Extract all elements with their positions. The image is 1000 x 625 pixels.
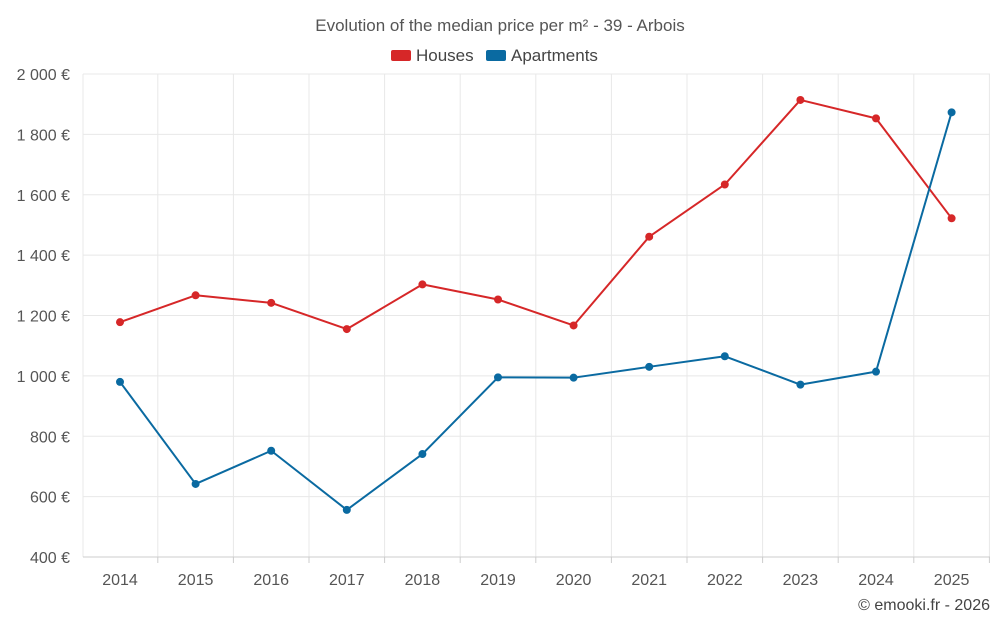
legend: Houses Apartments bbox=[391, 46, 598, 65]
series-group bbox=[116, 95, 956, 514]
legend-swatch-houses[interactable] bbox=[391, 50, 411, 61]
data-point-apartments[interactable] bbox=[418, 450, 427, 459]
data-point-apartments[interactable] bbox=[494, 373, 502, 382]
data-point-houses[interactable] bbox=[720, 180, 729, 189]
data-point-apartments[interactable] bbox=[116, 377, 124, 386]
x-tick-label: 2023 bbox=[783, 572, 819, 589]
x-tick-label: 2021 bbox=[631, 572, 667, 589]
legend-label-apartments[interactable]: Apartments bbox=[511, 46, 598, 65]
x-tick-label: 2024 bbox=[858, 572, 894, 589]
y-tick-label: 2 000 € bbox=[17, 67, 70, 84]
x-tick-label: 2020 bbox=[556, 572, 592, 589]
data-point-houses[interactable] bbox=[191, 291, 200, 300]
series-apartments bbox=[116, 108, 956, 514]
y-axis: 400 € 600 € 800 € 1 000 € 1 200 € 1 400 € 1 60… bbox=[17, 67, 70, 567]
y-tick-label: 1 000 € bbox=[17, 369, 70, 386]
y-tick-label: 1 800 € bbox=[17, 127, 70, 144]
legend-swatch-apartments[interactable] bbox=[486, 50, 506, 61]
y-tick-label: 1 400 € bbox=[17, 248, 70, 265]
data-point-houses[interactable] bbox=[947, 214, 956, 223]
x-axis: 2014 2015 2016 2017 2018 2019 2020 2021 2022 2023… bbox=[83, 556, 990, 589]
data-point-houses[interactable] bbox=[645, 232, 654, 241]
data-point-houses[interactable] bbox=[872, 114, 880, 123]
x-tick-label: 2017 bbox=[329, 572, 365, 589]
y-tick-label: 400 € bbox=[30, 550, 70, 567]
legend-label-houses[interactable]: Houses bbox=[416, 46, 474, 65]
grid bbox=[82, 73, 990, 557]
data-point-apartments[interactable] bbox=[191, 479, 200, 488]
x-tick-label: 2022 bbox=[707, 572, 743, 589]
x-tick-label: 2019 bbox=[480, 572, 516, 589]
data-point-apartments[interactable] bbox=[569, 373, 578, 382]
data-point-apartments[interactable] bbox=[267, 446, 276, 455]
data-point-apartments[interactable] bbox=[342, 505, 351, 514]
data-point-apartments[interactable] bbox=[645, 362, 654, 371]
data-point-apartments[interactable] bbox=[720, 352, 729, 361]
chart-title: Evolution of the median price per m² - 3… bbox=[315, 16, 684, 35]
data-point-houses[interactable] bbox=[494, 295, 502, 304]
y-tick-label: 1 200 € bbox=[17, 309, 70, 326]
data-point-apartments[interactable] bbox=[947, 108, 956, 117]
x-tick-label: 2016 bbox=[253, 572, 289, 589]
data-point-houses[interactable] bbox=[342, 325, 351, 334]
y-tick-label: 800 € bbox=[30, 429, 70, 446]
data-point-houses[interactable] bbox=[569, 321, 578, 330]
series-houses bbox=[116, 95, 956, 334]
x-tick-label: 2025 bbox=[934, 572, 970, 589]
data-point-houses[interactable] bbox=[116, 318, 124, 327]
data-point-houses[interactable] bbox=[267, 298, 276, 307]
x-tick-label: 2015 bbox=[178, 572, 214, 589]
data-point-apartments[interactable] bbox=[796, 380, 805, 389]
data-point-apartments[interactable] bbox=[872, 367, 880, 376]
series-line-houses bbox=[119, 98, 953, 331]
data-point-houses[interactable] bbox=[418, 280, 427, 289]
x-tick-label: 2018 bbox=[405, 572, 441, 589]
x-tick-label: 2014 bbox=[102, 572, 138, 589]
series-line-apartments bbox=[119, 112, 953, 511]
y-tick-label: 600 € bbox=[30, 490, 70, 507]
credit-text: © emooki.fr - 2026 bbox=[858, 597, 990, 614]
y-tick-label: 1 600 € bbox=[17, 188, 70, 205]
data-point-houses[interactable] bbox=[796, 95, 805, 104]
